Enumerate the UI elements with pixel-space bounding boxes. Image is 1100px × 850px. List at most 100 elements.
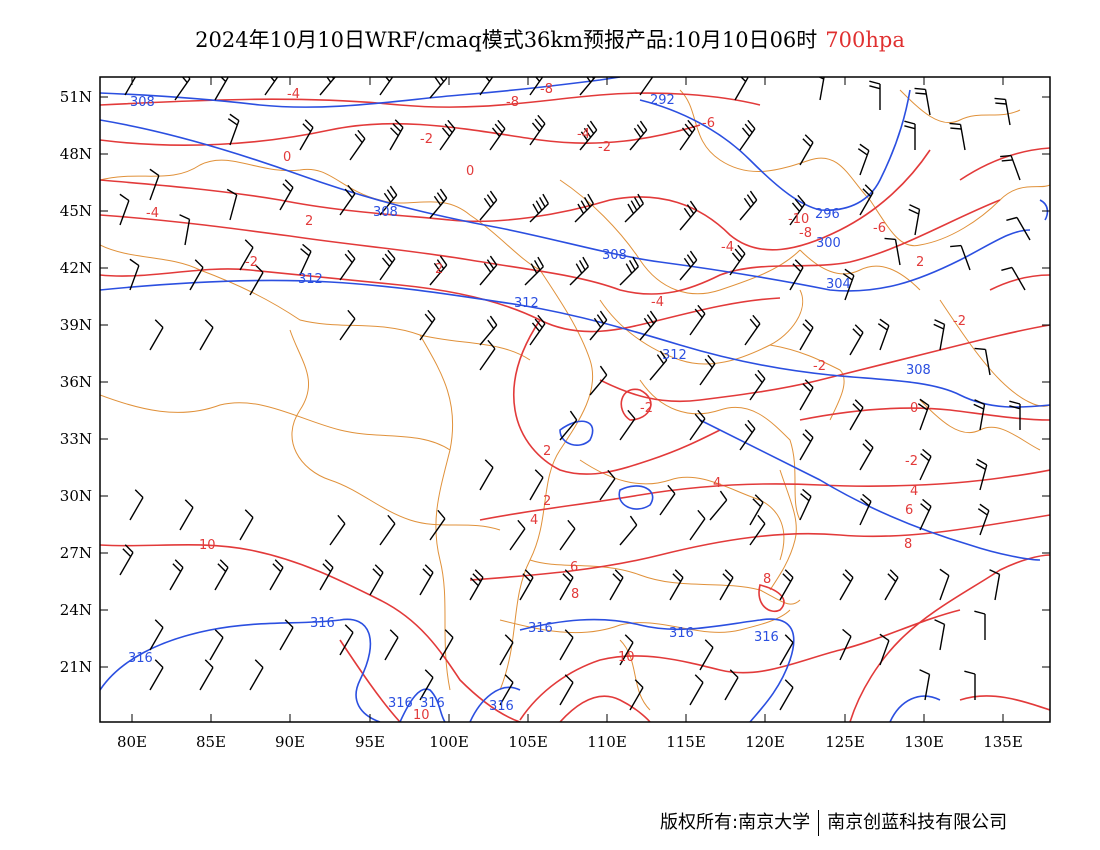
wind-barb xyxy=(479,77,494,96)
wind-barb xyxy=(724,669,739,701)
wind-barb xyxy=(149,319,164,351)
wind-barb xyxy=(599,469,616,501)
wind-barb xyxy=(839,569,854,601)
wind-barb xyxy=(857,143,870,176)
wind-barb xyxy=(519,569,534,601)
boundary-lines xyxy=(100,89,1050,711)
wind-barb xyxy=(389,119,404,151)
wind-barb xyxy=(744,314,761,346)
wind-barb xyxy=(149,168,160,201)
wind-barb xyxy=(239,509,254,541)
wind-barb xyxy=(950,244,971,271)
temp-label: -2 xyxy=(905,454,918,469)
wind-barb xyxy=(249,264,264,296)
temp-label: -6 xyxy=(873,221,886,236)
wind-barb xyxy=(639,77,654,96)
wind-barb xyxy=(199,659,214,691)
temp-label: -4 xyxy=(287,87,300,102)
wind-barb xyxy=(439,119,456,151)
temp-label: 2 xyxy=(305,214,313,229)
wind-barb xyxy=(559,629,574,661)
wind-barb xyxy=(849,399,864,431)
height-label: 316 xyxy=(754,630,779,645)
wind-barb xyxy=(489,119,506,151)
wind-barb xyxy=(119,193,130,226)
latitude-labels: 51N 48N 45N 42N 39N 36N 33N 30N 27N 24N … xyxy=(60,88,92,676)
temp-label: 10 xyxy=(199,538,216,553)
temp-label: 10 xyxy=(618,650,635,665)
wind-barb xyxy=(384,629,399,661)
height-label: 304 xyxy=(826,277,851,292)
wind-barb xyxy=(214,559,229,591)
wind-barb xyxy=(299,119,314,151)
height-label: 316 xyxy=(388,696,413,711)
wind-barb xyxy=(226,188,238,221)
wind-barb xyxy=(429,188,448,219)
wind-barb xyxy=(214,77,229,101)
wind-barb xyxy=(879,633,890,666)
temp-label: 10 xyxy=(413,708,430,723)
wind-barb xyxy=(1009,400,1021,430)
height-label: 316 xyxy=(489,699,514,714)
wind-barb xyxy=(799,488,812,521)
lon-label: 125E xyxy=(825,733,865,751)
lon-label: 100E xyxy=(429,733,469,751)
temp-label: -8 xyxy=(799,226,812,241)
height-label: 316 xyxy=(669,626,694,641)
wind-barb xyxy=(499,634,514,666)
wind-barb xyxy=(689,304,706,336)
temp-label: 6 xyxy=(570,560,578,575)
wind-barb xyxy=(529,193,549,223)
wind-barb xyxy=(974,347,991,376)
wind-barb xyxy=(479,339,496,371)
lat-label: 21N xyxy=(60,658,92,676)
wind-barb xyxy=(779,679,794,711)
height-label: 308 xyxy=(130,95,155,110)
wind-barb xyxy=(339,309,356,341)
wind-barbs xyxy=(119,77,1031,711)
wind-barb xyxy=(739,190,758,221)
wind-barb xyxy=(1006,216,1031,241)
wind-barb xyxy=(749,369,766,401)
wind-barb xyxy=(179,214,191,246)
lon-label: 95E xyxy=(355,733,385,751)
wind-barb xyxy=(679,250,698,281)
lat-label: 42N xyxy=(60,259,92,277)
wind-barb xyxy=(589,310,608,341)
wind-barb xyxy=(817,77,825,101)
wind-barb xyxy=(964,670,976,700)
temp-label: 0 xyxy=(466,164,474,179)
temp-label: -4 xyxy=(146,206,159,221)
wind-barb xyxy=(529,469,544,501)
wind-barb xyxy=(174,77,191,101)
temp-label: -2 xyxy=(813,359,826,374)
copyright-right: 南京创蓝科技有限公司 xyxy=(827,812,1008,833)
wind-barb xyxy=(339,184,356,216)
wind-barb xyxy=(619,515,638,546)
lon-label: 90E xyxy=(275,733,305,751)
wind-barb xyxy=(439,629,454,661)
lon-label: 105E xyxy=(508,733,548,751)
temperature-labels: -4 -8 -8 -2 -4 -6 -2 0 0 -4 2 -10 -6 -8 … xyxy=(146,82,966,723)
wind-barb xyxy=(689,509,706,541)
wind-barb xyxy=(129,258,140,291)
wind-barb xyxy=(589,365,608,396)
copyright-left: 版权所有:南京大学 xyxy=(660,812,811,833)
temp-label: 6 xyxy=(905,503,913,518)
wind-barb xyxy=(749,514,766,546)
wind-barb xyxy=(989,569,1001,601)
footer-divider xyxy=(818,810,820,836)
wind-barb xyxy=(624,193,644,223)
height-label: 312 xyxy=(514,296,539,311)
lat-label: 39N xyxy=(60,316,92,334)
wind-barb xyxy=(479,459,494,491)
lat-label: 27N xyxy=(60,544,92,562)
wind-barb xyxy=(679,200,698,231)
wind-barb xyxy=(149,619,164,651)
wind-barb xyxy=(479,255,498,286)
lon-label: 135E xyxy=(983,733,1023,751)
wind-barb xyxy=(908,204,921,236)
temp-label: 4 xyxy=(530,513,538,528)
wind-barb xyxy=(529,314,546,346)
wind-barb xyxy=(559,410,578,441)
